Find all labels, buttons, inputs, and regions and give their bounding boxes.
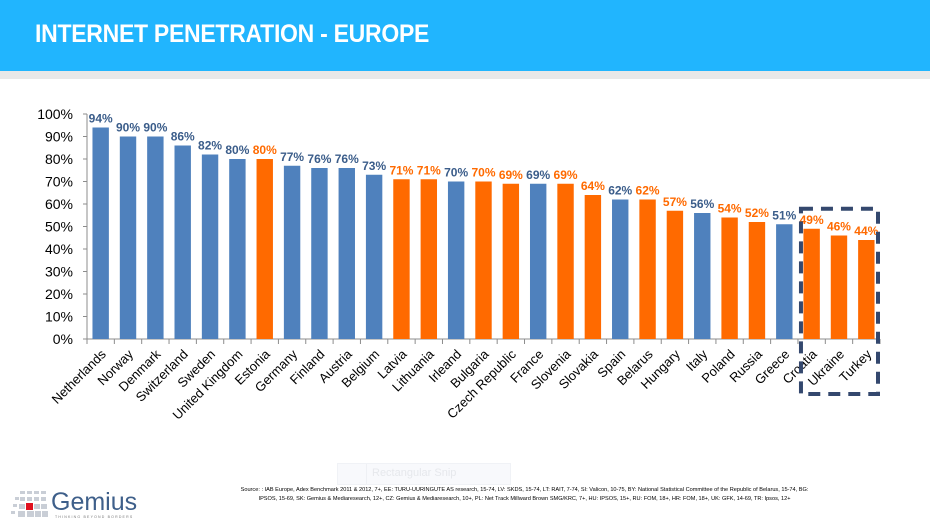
- bar: [365, 174, 383, 339]
- y-tick-label: 50%: [45, 219, 73, 235]
- bar: [338, 168, 355, 339]
- data-label: 80%: [253, 143, 277, 157]
- y-tick-label: 80%: [45, 151, 73, 167]
- data-label: 56%: [690, 197, 714, 211]
- y-tick-label: 60%: [45, 196, 73, 212]
- page-title: INTERNET PENETRATION - EUROPE: [35, 20, 430, 48]
- data-label: 69%: [554, 168, 578, 182]
- data-label: 57%: [663, 195, 687, 209]
- source-line-2: IPSOS, 15-69, SK: Gemius & Mediaresearch…: [258, 496, 791, 502]
- bar: [557, 183, 574, 339]
- bar: [475, 181, 492, 339]
- data-label: 86%: [171, 130, 195, 144]
- data-label: 54%: [718, 202, 742, 216]
- y-tick-label: 100%: [37, 106, 73, 122]
- data-label: 44%: [854, 224, 878, 238]
- data-label: 69%: [499, 168, 523, 182]
- data-label: 76%: [335, 152, 359, 166]
- bar: [694, 213, 711, 339]
- data-label: 82%: [198, 139, 222, 153]
- data-label: 62%: [608, 184, 632, 198]
- y-tick-label: 10%: [45, 309, 73, 325]
- bar: [393, 179, 410, 339]
- bar: [119, 136, 137, 339]
- gemius-logo: Gemius THINKING BEYOND BORDERS: [10, 488, 150, 525]
- data-label: 51%: [772, 208, 796, 222]
- highlight-box: [798, 206, 880, 396]
- source-note: Source: : IAB Europe, Adex Benchmark 201…: [172, 486, 877, 504]
- bar: [776, 224, 793, 339]
- data-label: 69%: [526, 168, 550, 182]
- bar: [229, 159, 246, 339]
- bar: [721, 217, 738, 339]
- bar: [420, 179, 438, 339]
- gemius-logo-icon: [11, 491, 48, 517]
- y-tick-label: 30%: [45, 264, 73, 280]
- header-bar: INTERNET PENETRATION - EUROPE: [0, 0, 930, 71]
- snip-label: Rectangular Snip: [372, 467, 457, 479]
- bar: [447, 181, 465, 339]
- bar: [147, 136, 164, 339]
- y-tick-label: 70%: [45, 174, 73, 190]
- rectangular-snip-tooltip: Rectangular Snip: [337, 463, 511, 485]
- data-label: 71%: [417, 163, 441, 177]
- source-line-1: Source: : IAB Europe, Adex Benchmark 201…: [240, 487, 809, 493]
- data-label: 94%: [89, 112, 113, 126]
- bar: [283, 165, 301, 339]
- y-tick-label: 0%: [53, 331, 73, 347]
- bar: [311, 168, 328, 339]
- data-label: 49%: [800, 213, 824, 227]
- bar: [529, 183, 547, 339]
- bar: [803, 228, 820, 339]
- data-label: 70%: [471, 166, 495, 180]
- y-tick-label: 90%: [45, 129, 73, 145]
- data-label: 77%: [280, 150, 304, 164]
- gemius-logo-tagline: THINKING BEYOND BORDERS: [55, 515, 134, 519]
- data-label: 64%: [581, 179, 605, 193]
- bar: [256, 159, 273, 339]
- bar: [584, 195, 602, 339]
- bar: [639, 199, 656, 339]
- data-label: 90%: [116, 121, 140, 135]
- data-label: 70%: [444, 166, 468, 180]
- gemius-logo-text: Gemius: [51, 488, 138, 516]
- data-label: 52%: [745, 206, 769, 220]
- data-label: 71%: [389, 163, 413, 177]
- data-label: 80%: [225, 143, 249, 157]
- bar: [502, 183, 520, 339]
- bar: [830, 235, 848, 339]
- bar: [666, 210, 684, 339]
- data-label: 76%: [307, 152, 331, 166]
- header-divider: [0, 71, 930, 79]
- bar: [92, 127, 109, 339]
- bar: [612, 199, 629, 339]
- bar-chart: 0%10%20%30%40%50%60%70%80%90%100% 94%Neth…: [37, 106, 881, 423]
- data-label: 46%: [827, 220, 851, 234]
- data-label: 90%: [143, 121, 167, 135]
- bar: [748, 222, 766, 339]
- data-label: 62%: [636, 184, 660, 198]
- data-label: 73%: [362, 159, 386, 173]
- bar: [858, 240, 875, 339]
- y-tick-label: 40%: [45, 241, 73, 257]
- bar: [174, 145, 191, 339]
- bar: [201, 154, 219, 339]
- y-tick-label: 20%: [45, 286, 73, 302]
- snip-separator: [366, 464, 367, 484]
